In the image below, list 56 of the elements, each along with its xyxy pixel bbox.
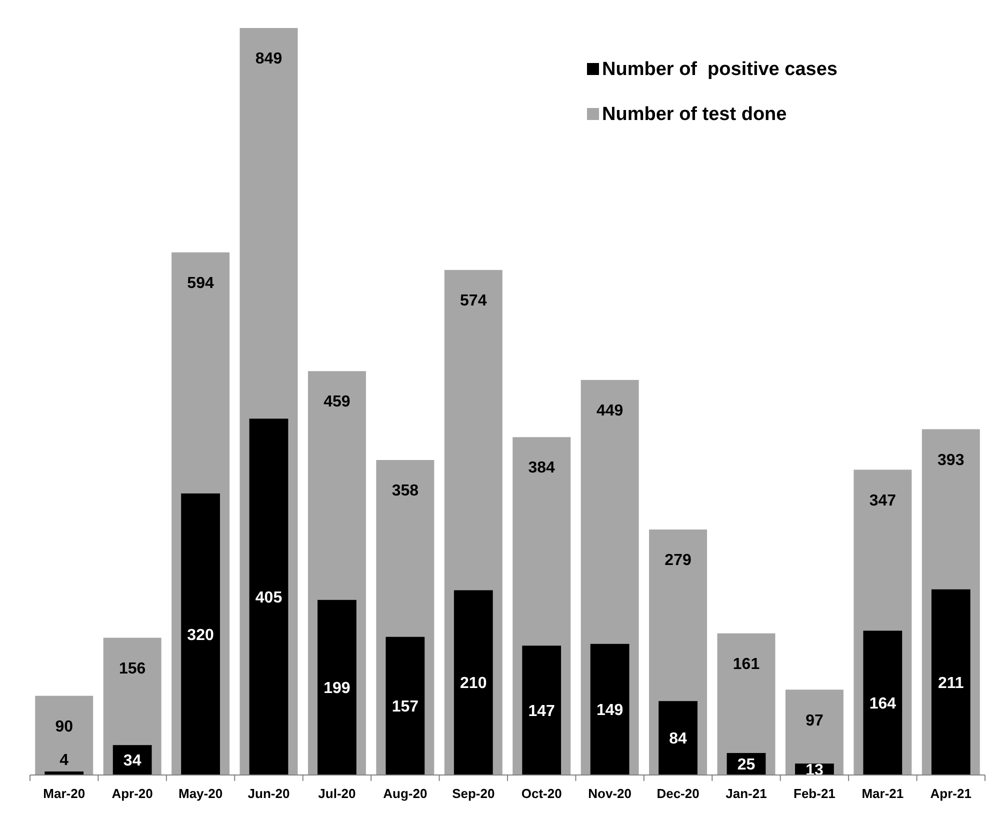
bar bbox=[717, 633, 776, 775]
bar bbox=[863, 630, 902, 775]
data-label: 849 bbox=[255, 50, 282, 68]
data-label: 574 bbox=[460, 292, 487, 310]
x-tick-label: Jun-20 bbox=[248, 786, 290, 801]
x-tick-label: May-20 bbox=[178, 786, 223, 801]
x-tick-label: Jan-21 bbox=[726, 786, 767, 801]
data-label: 157 bbox=[392, 698, 419, 716]
data-label: 211 bbox=[938, 674, 964, 692]
data-label: 347 bbox=[869, 492, 896, 510]
data-label: 405 bbox=[255, 589, 282, 606]
data-label: 161 bbox=[732, 656, 760, 673]
x-tick-label: Apr-20 bbox=[112, 786, 153, 801]
x-tick-label: Dec-20 bbox=[656, 786, 700, 801]
data-label: 358 bbox=[392, 482, 419, 500]
data-label: 4 bbox=[60, 752, 69, 770]
data-label: 279 bbox=[664, 552, 692, 570]
bar bbox=[386, 636, 425, 775]
bar bbox=[35, 696, 94, 775]
x-tick-label: Mar-21 bbox=[862, 786, 904, 801]
x-tick-label: Mar-20 bbox=[43, 786, 86, 801]
bar bbox=[658, 701, 698, 775]
bar bbox=[931, 589, 970, 775]
data-label: 210 bbox=[460, 675, 487, 692]
data-label: 393 bbox=[938, 452, 964, 469]
data-label: 164 bbox=[869, 695, 896, 712]
bar bbox=[318, 600, 356, 775]
data-label: 97 bbox=[806, 712, 824, 730]
data-label: 320 bbox=[187, 626, 214, 644]
bar bbox=[785, 690, 844, 775]
bar bbox=[454, 590, 493, 775]
x-tick-label: Oct-20 bbox=[521, 786, 562, 801]
x-tick-label: Nov-20 bbox=[588, 786, 632, 801]
data-label: 156 bbox=[118, 660, 146, 678]
data-label: 25 bbox=[737, 756, 756, 774]
x-tick-label: Feb-21 bbox=[794, 786, 836, 801]
x-tick-label: Jul-20 bbox=[318, 786, 356, 801]
data-label: 84 bbox=[669, 730, 688, 748]
legend-label: Number of test done bbox=[602, 104, 787, 125]
x-tick-label: Aug-20 bbox=[383, 786, 428, 801]
data-label: 34 bbox=[123, 752, 142, 770]
x-tick-label: Sep-20 bbox=[452, 786, 495, 801]
data-label: 147 bbox=[528, 702, 556, 720]
data-label: 459 bbox=[324, 394, 350, 411]
x-tick-label: Apr-21 bbox=[930, 786, 972, 801]
bar bbox=[181, 493, 220, 775]
data-label: 149 bbox=[596, 702, 624, 720]
data-label: 384 bbox=[528, 460, 556, 477]
bar bbox=[249, 418, 288, 775]
data-label: 90 bbox=[55, 718, 74, 736]
bar bbox=[590, 644, 630, 775]
bar bbox=[522, 646, 562, 775]
data-label: 449 bbox=[596, 402, 624, 420]
data-label: 199 bbox=[324, 680, 350, 698]
legend-label: Number of positive cases bbox=[602, 59, 838, 80]
data-label: 594 bbox=[187, 274, 214, 292]
